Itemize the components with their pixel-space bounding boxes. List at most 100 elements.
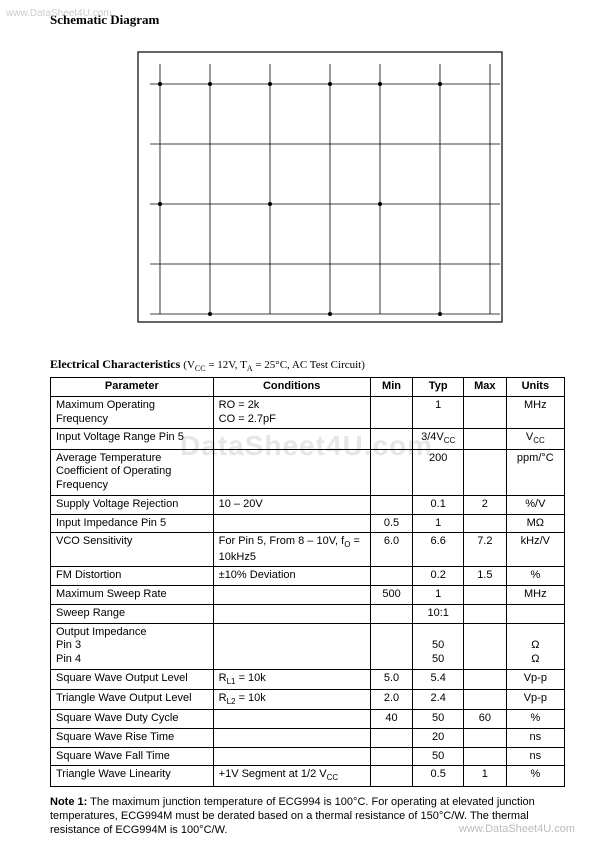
cell-cond [213,747,370,766]
cell-typ: 2.4 [413,690,464,710]
schematic-title: Schematic Diagram [50,12,565,28]
cell-param: VCO Sensitivity [51,533,214,567]
table-row: Triangle Wave Output LevelRL2 = 10k2.02.… [51,690,565,710]
cell-max: 1.5 [464,567,507,586]
table-row: Maximum Operating FrequencyRO = 2kCO = 2… [51,396,565,429]
cell-param: Output Impedance Pin 3 Pin 4 [51,623,214,669]
table-row: FM Distortion±10% Deviation0.21.5% [51,567,565,586]
cell-cond: +1V Segment at 1/2 VCC [213,766,370,786]
cell-cond [213,449,370,495]
col-units: Units [506,378,564,397]
table-row: Maximum Sweep Rate5001MHz [51,586,565,605]
col-parameter: Parameter [51,378,214,397]
cell-cond: RO = 2kCO = 2.7pF [213,396,370,429]
cell-cond [213,429,370,449]
col-max: Max [464,378,507,397]
cell-cond [213,728,370,747]
cell-typ: 10:1 [413,604,464,623]
cell-max: 7.2 [464,533,507,567]
cell-min: 5.0 [370,669,413,689]
cell-typ: 3/4VCC [413,429,464,449]
schematic-diagram [120,34,520,339]
cell-max [464,449,507,495]
col-conditions: Conditions [213,378,370,397]
cell-typ: 5050 [413,623,464,669]
cell-min [370,766,413,786]
note-label: Note 1: [50,796,87,808]
cell-param: Triangle Wave Output Level [51,690,214,710]
cell-param: Supply Voltage Rejection [51,495,214,514]
cell-typ: 200 [413,449,464,495]
cell-typ: 1 [413,586,464,605]
table-row: VCO SensitivityFor Pin 5, From 8 – 10V, … [51,533,565,567]
cell-units: MHz [506,586,564,605]
table-body: Maximum Operating FrequencyRO = 2kCO = 2… [51,396,565,786]
col-min: Min [370,378,413,397]
cell-min [370,728,413,747]
cell-typ: 5.4 [413,669,464,689]
cell-cond: RL2 = 10k [213,690,370,710]
cell-param: Average Temperature Coefficient of Opera… [51,449,214,495]
cell-param: Square Wave Duty Cycle [51,710,214,729]
cell-min [370,449,413,495]
cell-cond [213,710,370,729]
cell-min: 6.0 [370,533,413,567]
table-row: Input Impedance Pin 50.51MΩ [51,514,565,533]
cell-max: 2 [464,495,507,514]
table-header-row: Parameter Conditions Min Typ Max Units [51,378,565,397]
cell-typ: 6.6 [413,533,464,567]
cell-units: %/V [506,495,564,514]
cell-cond: ±10% Deviation [213,567,370,586]
cell-max [464,690,507,710]
cell-param: Square Wave Rise Time [51,728,214,747]
table-row: Sweep Range 10:1 [51,604,565,623]
cell-param: Maximum Sweep Rate [51,586,214,605]
cell-min [370,567,413,586]
elec-characteristics-title: Electrical Characteristics (VCC = 12V, T… [50,357,565,373]
cell-max: 1 [464,766,507,786]
cell-max [464,396,507,429]
table-row: Triangle Wave Linearity+1V Segment at 1/… [51,766,565,786]
cell-param: Input Voltage Range Pin 5 [51,429,214,449]
cell-param: Square Wave Fall Time [51,747,214,766]
cell-min [370,495,413,514]
cell-units [506,604,564,623]
cell-max: 60 [464,710,507,729]
cell-units: % [506,766,564,786]
cell-units: ppm/°C [506,449,564,495]
cell-units: kHz/V [506,533,564,567]
cell-max [464,429,507,449]
table-row: Square Wave Fall Time50ns [51,747,565,766]
cell-typ: 0.1 [413,495,464,514]
cell-units: MHz [506,396,564,429]
cell-min [370,604,413,623]
cell-cond [213,514,370,533]
cell-max [464,669,507,689]
cell-typ: 50 [413,710,464,729]
watermark-top: www.DataSheet4U.com [6,8,112,19]
table-row: Supply Voltage Rejection10 – 20V0.12%/V [51,495,565,514]
cell-max [464,747,507,766]
cell-cond [213,623,370,669]
cell-param: Sweep Range [51,604,214,623]
cell-max [464,586,507,605]
cell-units: ns [506,728,564,747]
cell-cond [213,586,370,605]
watermark-bottom: www.DataSheet4U.com [459,823,575,835]
cell-param: Triangle Wave Linearity [51,766,214,786]
elec-title-conditions: (VCC = 12V, TA = 25°C, AC Test Circuit) [183,359,365,371]
cell-min [370,623,413,669]
cell-min: 0.5 [370,514,413,533]
cell-cond: For Pin 5, From 8 – 10V, fO = 10kHz5 [213,533,370,567]
cell-units: % [506,710,564,729]
cell-units: ns [506,747,564,766]
cell-units: % [506,567,564,586]
table-row: Input Voltage Range Pin 5 3/4VCC VCC [51,429,565,449]
cell-min [370,396,413,429]
cell-min [370,747,413,766]
cell-units: VCC [506,429,564,449]
cell-max [464,728,507,747]
cell-param: Square Wave Output Level [51,669,214,689]
table-row: Average Temperature Coefficient of Opera… [51,449,565,495]
table-row: Square Wave Duty Cycle405060% [51,710,565,729]
